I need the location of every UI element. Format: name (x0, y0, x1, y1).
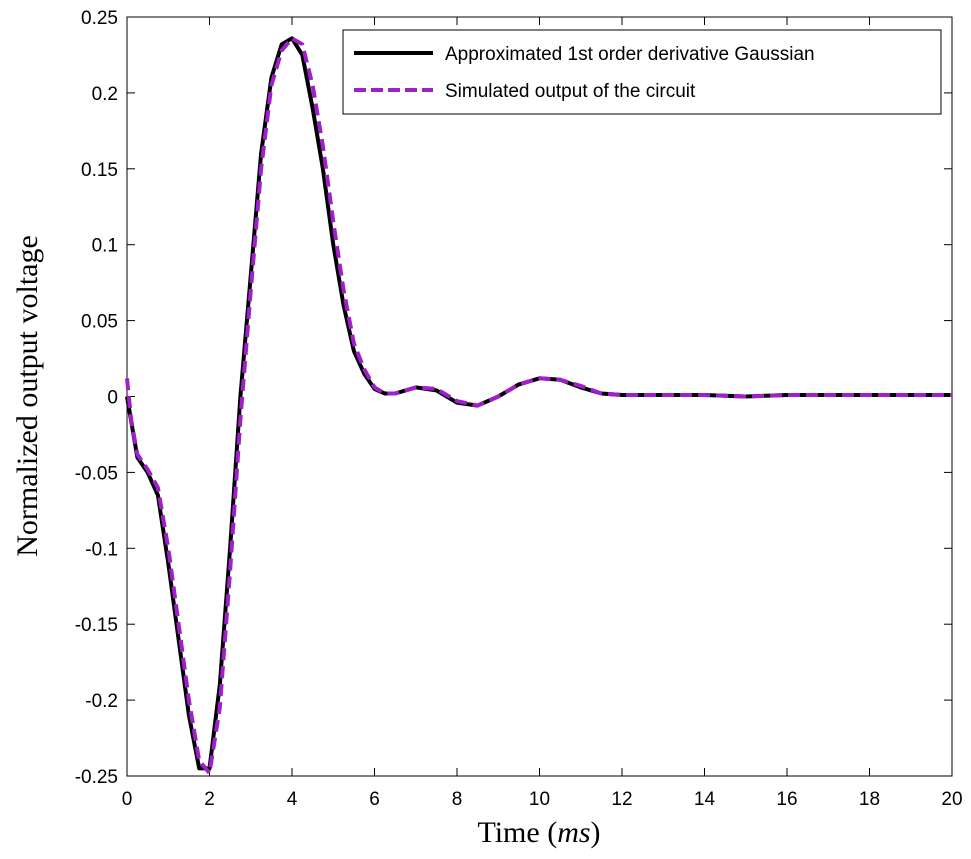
y-axis-label: Normalized output voltage (11, 235, 44, 557)
y-tick-label: -0.15 (75, 615, 118, 636)
y-tick-label: -0.05 (75, 463, 118, 484)
y-tick-label: 0 (107, 388, 118, 409)
legend-label-approximated: Approximated 1st order derivative Gaussi… (445, 44, 815, 65)
legend-label-simulated: Simulated output of the circuit (445, 81, 696, 102)
axis-ticks: 0 2 4 6 8 10 12 14 16 18 20 -0.25 -0.2 -0.15 -0.1 -0.05… (75, 8, 963, 810)
x-tick-label: 8 (452, 789, 463, 810)
x-tick-label: 4 (287, 789, 298, 810)
x-axis-label-unit: ms (557, 816, 590, 849)
x-tick-label: 0 (122, 789, 133, 810)
x-tick-label: 6 (369, 789, 380, 810)
x-tick-label: 10 (529, 789, 550, 810)
x-tick-label: 2 (204, 789, 215, 810)
y-tick-label: 0.25 (81, 8, 118, 29)
x-tick-label: 16 (776, 789, 797, 810)
x-axis-label-suffix: ) (591, 816, 601, 849)
x-axis-label: Time (ms) (477, 816, 600, 849)
legend: Approximated 1st order derivative Gaussi… (342, 29, 942, 115)
x-axis-label-prefix: Time ( (477, 816, 557, 849)
x-tick-label: 20 (941, 789, 962, 810)
y-tick-label: -0.25 (75, 767, 118, 788)
y-tick-label: -0.1 (85, 539, 118, 560)
y-tick-label: 0.2 (92, 84, 118, 105)
x-tick-label: 12 (611, 789, 632, 810)
y-tick-label: 0.1 (92, 236, 118, 257)
y-tick-label: 0.15 (81, 160, 118, 181)
y-tick-label: -0.2 (85, 691, 118, 712)
series-layer (125, 36, 952, 775)
series-line-simulated (125, 36, 952, 775)
legend-box (342, 29, 942, 115)
y-tick-label: 0.05 (81, 312, 118, 333)
x-tick-label: 18 (859, 789, 880, 810)
x-tick-label: 14 (694, 789, 716, 810)
